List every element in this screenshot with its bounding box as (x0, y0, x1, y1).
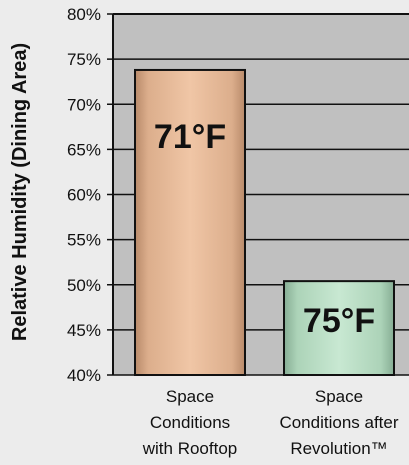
y-tick-label: 45% (67, 321, 101, 340)
bar-2 (283, 280, 395, 377)
y-tick-label: 50% (67, 276, 101, 295)
bar-data-label: 71°F (154, 118, 226, 156)
bar-1 (134, 68, 246, 377)
y-tick-label: 80% (67, 5, 101, 24)
y-tick-label: 40% (67, 366, 101, 385)
y-axis-label: Relative Humidity (Dining Area) (9, 43, 31, 341)
y-tick-label: 75% (67, 50, 101, 69)
bars: 71°F 75°F (134, 68, 395, 377)
y-tick-label: 60% (67, 186, 101, 205)
category-label: Space Conditions after Revolution™ (279, 387, 398, 458)
y-tick-labels: 40% 45% 50% 55% 60% 65% 70% 75% 80% (67, 5, 101, 385)
y-tick-label: 55% (67, 231, 101, 250)
category-label: Space Conditions with Rooftop (142, 387, 238, 458)
y-tick-label: 65% (67, 140, 101, 159)
y-tick-label: 70% (67, 95, 101, 114)
bar-data-label: 75°F (303, 302, 375, 340)
category-labels: Space Conditions with Rooftop Space Conditio… (142, 387, 399, 458)
